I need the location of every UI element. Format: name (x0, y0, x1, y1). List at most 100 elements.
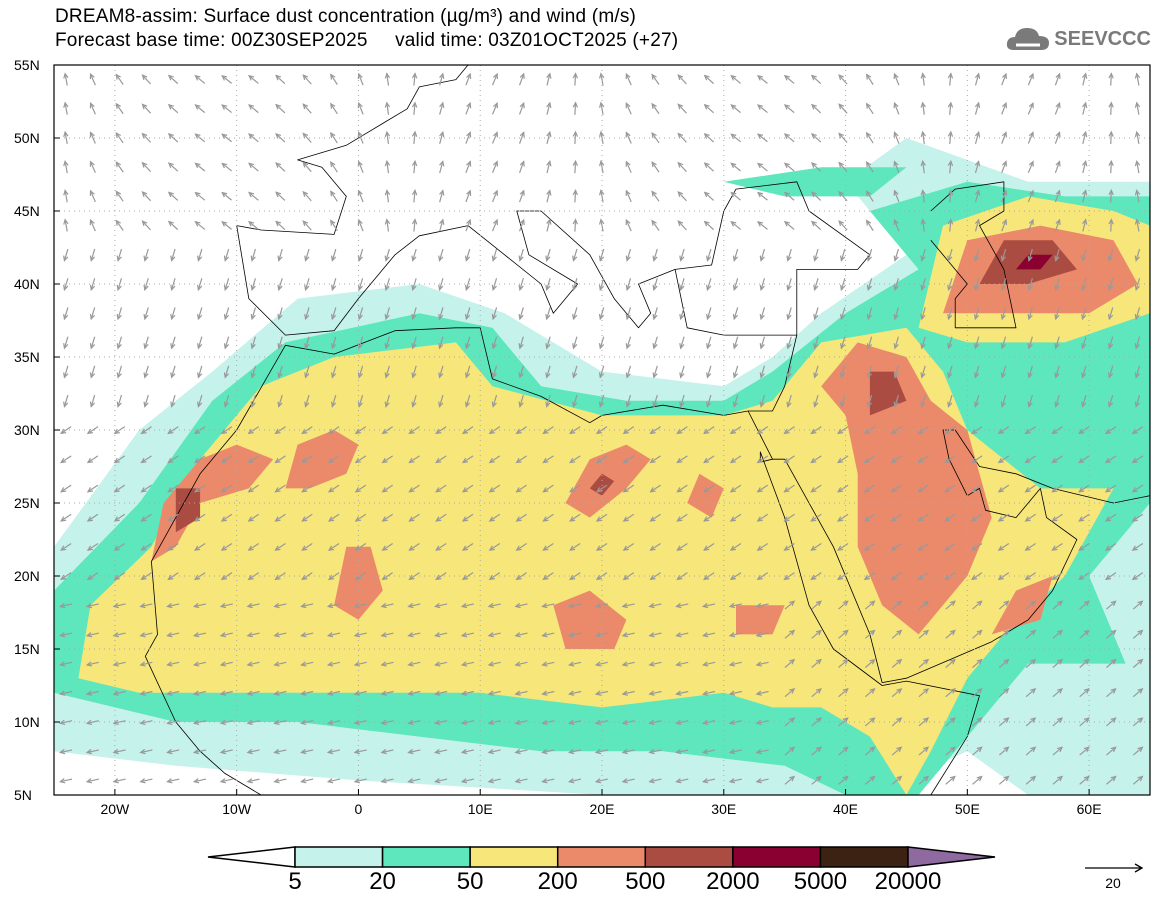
wind-arrow-head (384, 218, 391, 225)
wind-arrow-head (675, 661, 682, 667)
wind-arrow-head (810, 220, 817, 227)
wind-arrow (221, 513, 233, 522)
wind-arrow-head (112, 690, 119, 696)
wind-arrow-head (248, 74, 255, 81)
wind-arrow-head (167, 428, 174, 435)
wind-arrow (922, 102, 925, 115)
wind-arrow-head (139, 661, 146, 667)
wind-arrow-head (192, 690, 200, 696)
wind-arrow (197, 307, 203, 320)
wind-arrow-head (625, 131, 631, 138)
wind-arrow-head (408, 516, 415, 522)
wind-arrow (141, 542, 152, 551)
wind-arrow-head (756, 162, 764, 169)
wind-arrow (546, 190, 551, 203)
wind-arrow (649, 690, 662, 695)
wind-arrow-head (1030, 746, 1037, 753)
wind-arrow (141, 572, 152, 580)
wind-arrow-head (250, 401, 256, 408)
wind-arrow-head (675, 690, 682, 696)
wind-arrow (491, 161, 498, 173)
wind-arrow-head (840, 284, 846, 292)
wind-arrow (944, 426, 956, 434)
wind-arrow-head (1134, 218, 1141, 225)
wind-arrow-head (140, 487, 147, 493)
wind-arrow-head (466, 101, 472, 109)
wind-arrow (891, 630, 902, 639)
wind-arrow (543, 542, 554, 551)
wind-arrow-head (277, 343, 283, 350)
wind-arrow (382, 455, 393, 464)
wind-arrow-head (625, 102, 631, 109)
wind-arrow (247, 720, 260, 724)
wind-arrow-head (354, 487, 361, 493)
wind-arrow (382, 484, 393, 493)
wind-arrow (811, 104, 822, 114)
wind-arrow (194, 513, 206, 522)
wind-arrow (922, 190, 925, 203)
wind-arrow-head (439, 101, 445, 109)
wind-arrow-head (1055, 218, 1061, 226)
wind-arrow-head (89, 255, 96, 262)
wind-arrow-head (541, 602, 548, 609)
wind-arrow (194, 632, 207, 637)
wind-arrow-head (949, 629, 956, 636)
wind-arrow (947, 307, 953, 320)
wind-arrow-head (248, 191, 255, 198)
wind-arrow-head (460, 748, 468, 755)
wind-arrow (1082, 219, 1087, 232)
wind-arrow-head (58, 661, 66, 667)
wind-arrow (113, 749, 126, 754)
wind-arrow (1027, 190, 1034, 203)
wind-arrow (757, 133, 768, 143)
wind-arrow (867, 336, 873, 349)
wind-arrow (1054, 132, 1061, 144)
wind-arrow (626, 278, 632, 290)
wind-arrow (729, 749, 742, 754)
wind-arrow (891, 776, 902, 785)
wind-arrow (1105, 513, 1117, 522)
wind-arrow-head (729, 457, 736, 464)
wind-arrow-head (947, 313, 953, 321)
wind-arrow-head (893, 343, 899, 350)
wind-arrow (1079, 746, 1090, 756)
wind-arrow (891, 688, 902, 698)
wind-arrow (1001, 365, 1007, 378)
wind-arrow (974, 219, 980, 232)
wind-arrow (730, 221, 741, 230)
colorbar-label: 5 (288, 868, 302, 895)
wind-arrow-head (275, 132, 282, 139)
wind-arrow (304, 336, 310, 349)
wind-arrow-head (595, 574, 603, 581)
wind-arrow (546, 219, 551, 232)
wind-arrow (622, 690, 635, 695)
wind-arrow-head (330, 401, 337, 408)
wind-arrow (1001, 161, 1007, 174)
wind-arrow-head (838, 103, 844, 110)
wind-arrow (462, 749, 475, 754)
wind-arrow-head (923, 717, 930, 723)
wind-arrow-head (63, 101, 69, 108)
wind-arrow (465, 161, 471, 174)
wind-arrow-head (815, 717, 822, 723)
wind-arrow (278, 336, 283, 349)
wind-arrow (599, 307, 605, 320)
wind-arrow-head (572, 255, 578, 262)
wind-arrow-head (1000, 372, 1006, 379)
wind-arrow-head (519, 72, 525, 80)
wind-arrow (703, 690, 716, 695)
wind-arrow-head (1003, 658, 1010, 665)
wind-arrow (756, 690, 769, 695)
wind-arrow-head (893, 401, 899, 408)
wind-arrow (1052, 513, 1063, 522)
wind-arrow-head (546, 101, 552, 108)
wind-arrow (921, 394, 926, 407)
wind-arrow-head (1137, 658, 1144, 665)
wind-arrow (63, 248, 69, 261)
wind-arrow-head (1000, 284, 1006, 292)
wind-arrow (355, 542, 367, 551)
wind-arrow-head (274, 428, 281, 435)
wind-arrow (677, 162, 687, 173)
wind-arrow-head (703, 103, 710, 110)
wind-arrow (784, 513, 795, 522)
